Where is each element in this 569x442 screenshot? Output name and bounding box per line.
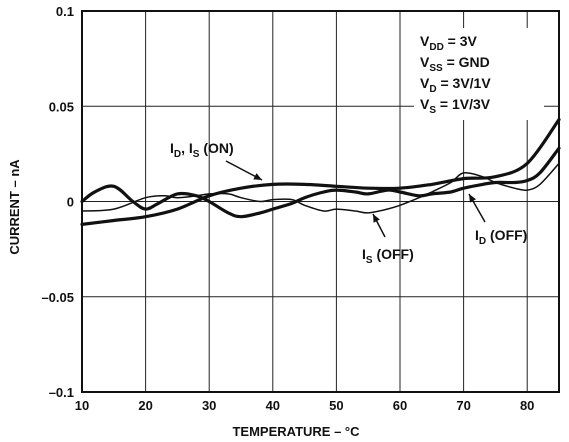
y-tick-label: –0.05 — [41, 290, 74, 305]
x-tick-label: 70 — [456, 398, 470, 413]
condition-line: VSS​ = GND — [420, 54, 490, 74]
arrow-d-off — [468, 193, 486, 223]
arrow-s-off — [372, 213, 386, 238]
y-tick-label: 0.05 — [49, 99, 74, 114]
y-tick-label: 0.1 — [56, 4, 74, 19]
x-tick-label: 80 — [520, 398, 534, 413]
annotation-d-off: ID​ (OFF) — [475, 227, 527, 247]
x-axis-label: TEMPERATURE – °C — [232, 424, 360, 439]
series-annotations: ID​, IS​ (ON) IS​ (OFF) ID​ (OFF) — [170, 140, 527, 266]
x-tick-label: 20 — [138, 398, 152, 413]
series-line-on — [80, 118, 561, 226]
conditions-box-bg — [414, 28, 544, 120]
x-tick-label: 30 — [202, 398, 216, 413]
series-line-s-off — [81, 162, 560, 214]
arrow-on — [225, 160, 263, 181]
x-tick-label: 50 — [329, 398, 343, 413]
y-tick-label: –0.1 — [49, 385, 74, 400]
condition-line: VD​ = 3V/1V — [420, 75, 491, 95]
condition-line: VS​ = 1V/3V — [420, 96, 491, 116]
tick-labels: 10 20 30 40 50 60 70 80 0.1 0.05 0 –0.05 –0.1 — [41, 4, 534, 413]
condition-line: VDD​ = 3V — [420, 33, 478, 53]
plot-frame — [81, 10, 560, 393]
y-tick-label: 0 — [67, 195, 74, 210]
annotation-s-off: IS​ (OFF) — [362, 246, 414, 266]
x-tick-label: 60 — [393, 398, 407, 413]
x-tick-label: 10 — [75, 398, 89, 413]
series-line-d-off — [80, 146, 561, 219]
series-layer — [80, 118, 561, 226]
y-axis-label: CURRENT – nA — [7, 159, 22, 255]
annotation-on: ID​, IS​ (ON) — [170, 140, 234, 160]
x-tick-label: 40 — [266, 398, 280, 413]
